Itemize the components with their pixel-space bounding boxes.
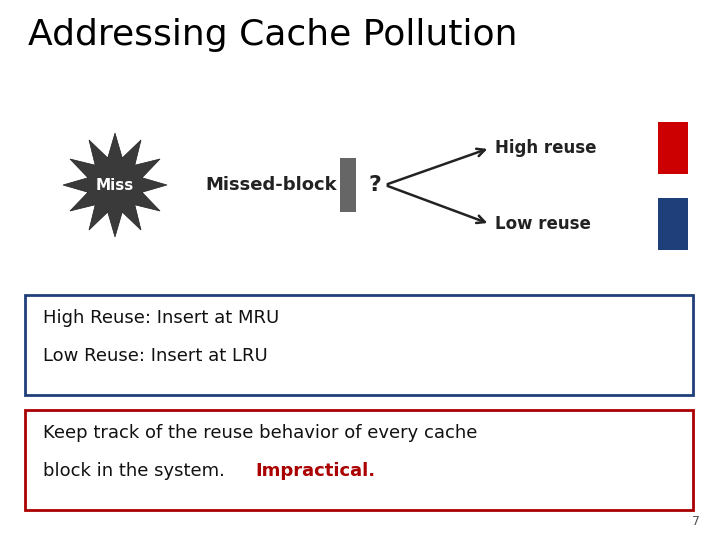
Polygon shape — [63, 133, 167, 237]
Text: Low Reuse: Insert at LRU: Low Reuse: Insert at LRU — [43, 347, 268, 365]
FancyBboxPatch shape — [340, 158, 356, 212]
Text: Addressing Cache Pollution: Addressing Cache Pollution — [28, 18, 518, 52]
FancyBboxPatch shape — [658, 122, 688, 174]
Text: ?: ? — [368, 175, 381, 195]
Text: Impractical.: Impractical. — [255, 462, 375, 480]
Text: Low reuse: Low reuse — [495, 215, 591, 233]
Text: Missed-block: Missed-block — [205, 176, 337, 194]
FancyBboxPatch shape — [25, 295, 693, 395]
FancyBboxPatch shape — [658, 198, 688, 250]
Text: 7: 7 — [692, 515, 700, 528]
Text: block in the system.: block in the system. — [43, 462, 230, 480]
FancyBboxPatch shape — [25, 410, 693, 510]
Text: High Reuse: Insert at MRU: High Reuse: Insert at MRU — [43, 309, 279, 327]
Text: High reuse: High reuse — [495, 139, 596, 157]
Text: Miss: Miss — [96, 178, 134, 192]
Text: Keep track of the reuse behavior of every cache: Keep track of the reuse behavior of ever… — [43, 424, 477, 442]
